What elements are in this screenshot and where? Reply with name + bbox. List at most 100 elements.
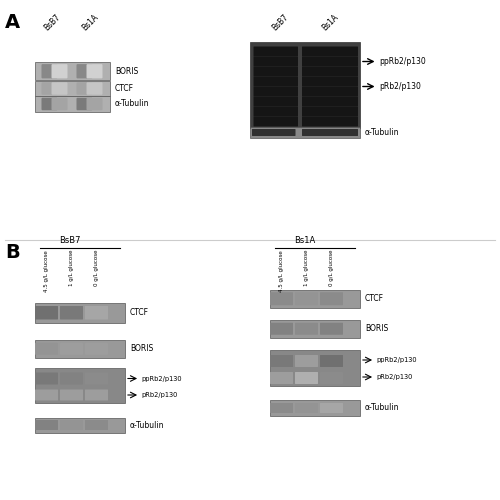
- FancyBboxPatch shape: [270, 355, 293, 367]
- FancyBboxPatch shape: [85, 372, 108, 384]
- Text: 1 g/L glucose: 1 g/L glucose: [304, 250, 309, 286]
- FancyBboxPatch shape: [302, 86, 358, 97]
- Text: CTCF: CTCF: [130, 308, 149, 317]
- Text: pRb2/p130: pRb2/p130: [379, 82, 421, 91]
- FancyBboxPatch shape: [302, 96, 358, 106]
- Text: BsB7: BsB7: [60, 236, 81, 245]
- FancyBboxPatch shape: [35, 306, 58, 320]
- FancyBboxPatch shape: [270, 403, 293, 413]
- Text: B: B: [5, 242, 20, 262]
- FancyBboxPatch shape: [254, 106, 298, 117]
- FancyBboxPatch shape: [254, 66, 298, 76]
- Bar: [35, 340, 125, 357]
- FancyBboxPatch shape: [35, 343, 58, 355]
- Text: Bs1A: Bs1A: [320, 12, 340, 32]
- Text: 0 g/L glucose: 0 g/L glucose: [94, 250, 99, 286]
- Text: BORIS: BORIS: [130, 344, 153, 353]
- Bar: [270, 290, 360, 308]
- FancyBboxPatch shape: [302, 56, 358, 66]
- Bar: [250, 128, 360, 138]
- FancyBboxPatch shape: [60, 343, 83, 355]
- Text: BsB7: BsB7: [42, 12, 62, 32]
- Text: α-Tubulin: α-Tubulin: [365, 128, 400, 137]
- FancyBboxPatch shape: [320, 372, 343, 384]
- FancyBboxPatch shape: [295, 292, 318, 305]
- Text: CTCF: CTCF: [365, 294, 384, 303]
- FancyBboxPatch shape: [86, 82, 102, 95]
- Text: ppRb2/p130: ppRb2/p130: [379, 57, 426, 66]
- FancyBboxPatch shape: [60, 420, 83, 430]
- FancyBboxPatch shape: [76, 64, 92, 78]
- FancyBboxPatch shape: [302, 106, 358, 117]
- FancyBboxPatch shape: [302, 76, 358, 86]
- Bar: [35, 368, 125, 402]
- Text: Bs1A: Bs1A: [80, 12, 100, 32]
- Text: Bs1A: Bs1A: [294, 236, 316, 245]
- FancyBboxPatch shape: [270, 372, 293, 384]
- FancyBboxPatch shape: [35, 390, 58, 400]
- Bar: [35, 62, 110, 80]
- Text: α-Tubulin: α-Tubulin: [115, 100, 150, 108]
- Bar: [270, 320, 360, 338]
- FancyBboxPatch shape: [254, 46, 298, 56]
- FancyBboxPatch shape: [86, 64, 102, 78]
- FancyBboxPatch shape: [35, 420, 58, 430]
- FancyBboxPatch shape: [320, 323, 343, 335]
- FancyBboxPatch shape: [85, 306, 108, 320]
- Bar: [270, 400, 360, 416]
- FancyBboxPatch shape: [76, 82, 92, 95]
- Text: α-Tubulin: α-Tubulin: [365, 404, 400, 412]
- Text: 0 g/L glucose: 0 g/L glucose: [329, 250, 334, 286]
- FancyBboxPatch shape: [254, 86, 298, 97]
- FancyBboxPatch shape: [60, 372, 83, 384]
- Text: pRb2/p130: pRb2/p130: [142, 392, 178, 398]
- Bar: [270, 350, 360, 386]
- Bar: [35, 418, 125, 432]
- FancyBboxPatch shape: [302, 116, 358, 126]
- FancyBboxPatch shape: [85, 390, 108, 400]
- FancyBboxPatch shape: [270, 323, 293, 335]
- FancyBboxPatch shape: [295, 372, 318, 384]
- FancyBboxPatch shape: [52, 98, 68, 110]
- Text: CTCF: CTCF: [115, 84, 134, 93]
- FancyBboxPatch shape: [252, 129, 296, 136]
- Text: pRb2/p130: pRb2/p130: [376, 374, 413, 380]
- FancyBboxPatch shape: [302, 129, 358, 136]
- FancyBboxPatch shape: [76, 98, 92, 110]
- FancyBboxPatch shape: [320, 355, 343, 367]
- Text: BORIS: BORIS: [115, 67, 138, 76]
- FancyBboxPatch shape: [52, 64, 68, 78]
- FancyBboxPatch shape: [42, 98, 58, 110]
- Bar: [35, 302, 125, 322]
- Text: 4.5 g/L glucose: 4.5 g/L glucose: [44, 250, 49, 292]
- FancyBboxPatch shape: [85, 420, 108, 430]
- FancyBboxPatch shape: [52, 82, 68, 95]
- FancyBboxPatch shape: [270, 292, 293, 305]
- Bar: [35, 96, 110, 112]
- FancyBboxPatch shape: [295, 403, 318, 413]
- FancyBboxPatch shape: [295, 323, 318, 335]
- FancyBboxPatch shape: [254, 76, 298, 86]
- FancyBboxPatch shape: [302, 66, 358, 76]
- FancyBboxPatch shape: [86, 98, 102, 110]
- FancyBboxPatch shape: [320, 292, 343, 305]
- Text: 1 g/L glucose: 1 g/L glucose: [69, 250, 74, 286]
- FancyBboxPatch shape: [254, 116, 298, 126]
- Bar: [35, 81, 110, 96]
- FancyBboxPatch shape: [295, 355, 318, 367]
- FancyBboxPatch shape: [60, 390, 83, 400]
- Text: BORIS: BORIS: [365, 324, 388, 333]
- FancyBboxPatch shape: [302, 46, 358, 56]
- Bar: [250, 42, 360, 127]
- Text: A: A: [5, 12, 20, 32]
- Text: ppRb2/p130: ppRb2/p130: [142, 376, 182, 382]
- FancyBboxPatch shape: [35, 372, 58, 384]
- Text: 4.5 g/L glucose: 4.5 g/L glucose: [279, 250, 284, 292]
- Text: ppRb2/p130: ppRb2/p130: [376, 357, 417, 363]
- FancyBboxPatch shape: [42, 64, 58, 78]
- FancyBboxPatch shape: [60, 306, 83, 320]
- FancyBboxPatch shape: [85, 343, 108, 355]
- FancyBboxPatch shape: [254, 96, 298, 106]
- FancyBboxPatch shape: [254, 56, 298, 66]
- FancyBboxPatch shape: [320, 403, 343, 413]
